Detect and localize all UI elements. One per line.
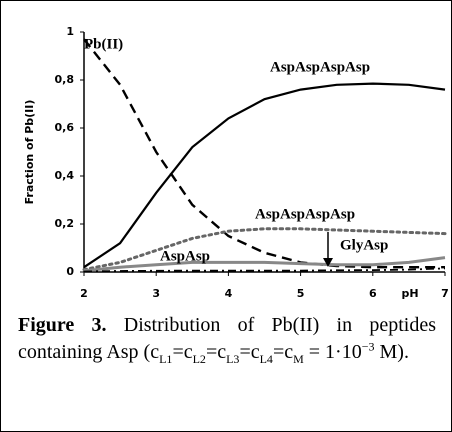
- formula-part: = 1·10: [303, 341, 362, 363]
- formula-part: (c: [143, 341, 160, 363]
- y-tick-label: 1: [66, 25, 74, 38]
- formula-sub: L2: [192, 352, 206, 366]
- series-label: GlyAsp: [340, 237, 388, 253]
- x-tick-label: 4: [225, 287, 233, 300]
- formula-sup: −3: [361, 339, 375, 354]
- caption: Figure 3. Distribution of Pb(II) in pept…: [18, 312, 436, 366]
- x-tick-label: 2: [80, 287, 88, 300]
- x-tick-label: 5: [297, 287, 305, 300]
- formula-part: =c: [239, 341, 260, 363]
- series-line: [83, 267, 446, 273]
- y-tick-label: 0,4: [55, 169, 75, 182]
- y-tick-label: 0,8: [55, 73, 75, 86]
- formula-sub: M: [293, 352, 304, 366]
- series-label: AspAspAspAsp: [255, 206, 355, 222]
- formula-part: =c: [272, 341, 294, 363]
- x-tick-label: 7: [441, 287, 449, 300]
- series-label: AspAspAspAsp: [270, 59, 370, 75]
- series-line: [83, 256, 446, 273]
- formula-part: M).: [374, 341, 409, 363]
- arrow-head: [323, 258, 333, 267]
- formula-part: =c: [205, 341, 227, 363]
- caption-text: Distribution of Pb(II) in peptides conta…: [18, 314, 436, 363]
- series-line: [83, 82, 446, 269]
- x-tick-label: 6: [369, 287, 377, 300]
- series-label: Pb(II): [84, 36, 123, 52]
- y-tick-label: 0,2: [55, 217, 75, 230]
- formula-sub: L3: [226, 352, 240, 366]
- y-tick-label: 0: [66, 265, 74, 278]
- y-tick-label: 0,6: [55, 121, 75, 134]
- series-line: [83, 38, 445, 269]
- y-axis-title: Fraction of Pb(II): [23, 100, 36, 205]
- series-label: AspAsp: [160, 248, 210, 264]
- series-line: [82, 227, 447, 272]
- formula-part: =c: [172, 341, 193, 363]
- x-tick-label: 3: [152, 287, 160, 300]
- formula-sub: L4: [259, 352, 273, 366]
- x-axis-title: pH: [401, 287, 418, 300]
- caption-formula: (cL1=cL2=cL3=cL4=cM = 1·10−3 M).: [143, 339, 409, 366]
- caption-label: Figure 3.: [18, 314, 107, 336]
- formula-sub: L1: [159, 352, 173, 366]
